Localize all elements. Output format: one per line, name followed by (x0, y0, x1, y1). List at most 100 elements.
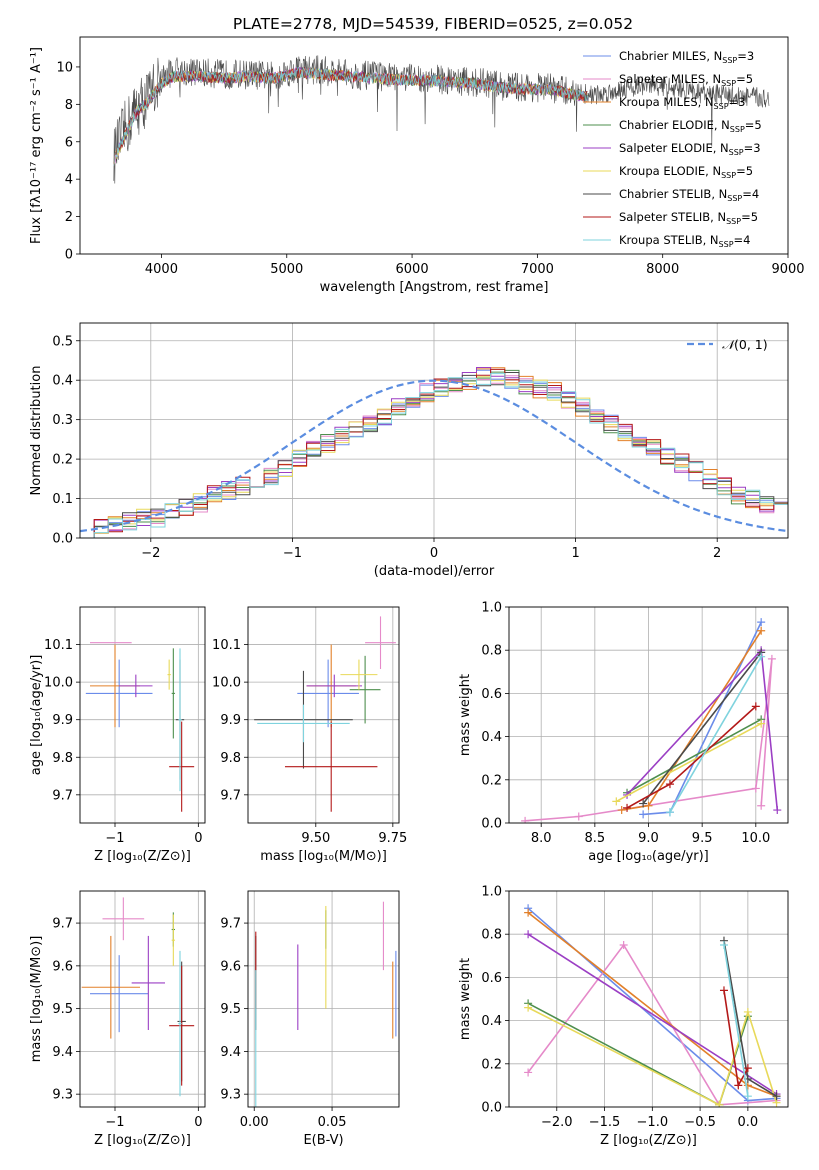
weight-point-marker (639, 799, 648, 808)
y-tick-label: 9.7 (52, 917, 73, 932)
weight-point-marker (665, 780, 674, 789)
x-tick-label: 0 (194, 1115, 202, 1130)
x-tick-label: 8.0 (531, 831, 552, 846)
y-axis-label: Flux [fλ10⁻¹⁷ erg cm⁻² s⁻¹ A⁻¹] (29, 47, 44, 244)
x-tick-label: −1.5 (589, 1115, 621, 1130)
weight-point-marker (751, 702, 760, 711)
y-tick-label: 9.8 (52, 751, 73, 766)
x-tick-label: 7000 (521, 262, 554, 277)
panel-spectrum: 4000 5000 6000 7000 8000 9000 0 2 4 6 8 10 wavelengt… (29, 36, 805, 295)
plot-area (81, 897, 195, 1097)
panel-age-vs-z: −1 0 9.7 9.8 9.9 10.0 10.1 Z [log₁₀(Z/Z⊙)] age [… (29, 606, 206, 864)
weight-point-marker (524, 930, 533, 939)
y-tick-label: 0.2 (52, 453, 73, 468)
weight-series-line (626, 718, 762, 794)
weight-point-marker (751, 784, 760, 793)
weight-point-marker (734, 1081, 743, 1090)
x-axis-label: (data-model)/error (374, 564, 495, 579)
y-tick-label: 9.3 (52, 1088, 73, 1103)
y-axis-label: mass weight (458, 958, 473, 1040)
y-tick-label: 9.7 (52, 788, 73, 803)
axes-frame (508, 606, 789, 824)
weight-point-marker (757, 618, 766, 627)
x-tick-label: 10.0 (741, 831, 770, 846)
weight-point-marker (644, 801, 653, 810)
y-tick-label: 0.8 (481, 644, 502, 659)
panel-weight-vs-age: 8.0 8.5 9.0 9.5 10.0 0.0 0.2 0.4 0.6 0.8 1.0 age [l… (458, 601, 789, 864)
y-tick-label: 0.0 (481, 817, 502, 832)
weight-point-marker (612, 797, 621, 806)
y-tick-label: 0.0 (481, 1101, 502, 1116)
axes: −2 −1 0 1 2 0.0 0.1 0.2 0.3 0.4 0.5 (data-model)/er… (29, 322, 789, 579)
y-tick-label: 9.5 (220, 1002, 241, 1017)
axes: −1 0 9.7 9.8 9.9 10.0 10.1 Z [log₁₀(Z/Z⊙)] age [… (29, 606, 206, 864)
y-tick-label: 0.4 (481, 1014, 502, 1029)
y-tick-label: 9.6 (220, 959, 241, 974)
panel-mass-vs-z: −1 0 9.3 9.4 9.5 9.6 9.7 Z [log₁₀(Z/Z⊙)] mass [l… (29, 890, 206, 1148)
plot-area (254, 616, 396, 812)
y-tick-label: 6 (65, 135, 73, 150)
grid-lines (80, 891, 205, 1107)
x-tick-label: −0.5 (684, 1115, 716, 1130)
y-tick-label: 0.8 (481, 928, 502, 943)
y-tick-label: 9.9 (220, 713, 241, 728)
weight-point-marker (757, 626, 766, 635)
y-tick-label: 0.3 (52, 413, 73, 428)
y-tick-label: 0.5 (52, 334, 73, 349)
legend-label: Chabrier MILES, NSSP=3 (619, 49, 754, 65)
y-tick-label: 10.1 (44, 638, 73, 653)
weight-point-marker (619, 941, 628, 949)
y-axis-label: age [log₁₀(age/yr)] (29, 655, 44, 776)
x-tick-label: −2 (141, 546, 160, 561)
y-tick-label: 0.1 (52, 492, 73, 507)
weight-point-marker (715, 1100, 724, 1107)
weight-point-marker (623, 803, 632, 812)
y-tick-label: 0.6 (481, 971, 502, 986)
axes-frame (247, 890, 400, 1108)
weight-point-marker (521, 816, 530, 823)
axes: 8.0 8.5 9.0 9.5 10.0 0.0 0.2 0.4 0.6 0.8 1.0 age [l… (458, 601, 789, 864)
grid-lines (248, 891, 399, 1107)
x-tick-label: 9.75 (378, 831, 407, 846)
x-tick-label: −1 (105, 831, 124, 846)
plot-area (113, 55, 770, 184)
weight-point-marker (743, 1007, 752, 1016)
x-tick-label: 8.5 (585, 831, 606, 846)
weight-point-marker (743, 1064, 752, 1073)
weight-series-line (642, 651, 762, 805)
panel-residuals: −2 −1 0 1 2 0.0 0.1 0.2 0.3 0.4 0.5 (data-model)/er… (29, 322, 789, 579)
weight-point-marker (773, 806, 782, 815)
weight-point-marker (772, 1092, 781, 1101)
axes-frame (79, 322, 789, 539)
x-tick-label: 0.05 (318, 1115, 347, 1130)
y-tick-label: 0.2 (481, 773, 502, 788)
y-tick-label: 9.3 (220, 1088, 241, 1103)
panel-mass-vs-ebv: 0.00 0.05 9.3 9.4 9.5 9.6 9.7 E(B-V) (220, 890, 400, 1148)
x-axis-label: wavelength [Angstrom, rest frame] (320, 280, 549, 295)
y-tick-label: 0 (65, 248, 73, 263)
x-tick-label: 9000 (771, 262, 804, 277)
weight-series-line (723, 944, 749, 1097)
x-tick-label: −2.0 (541, 1115, 573, 1130)
plot-area (80, 367, 788, 538)
y-tick-label: 0.4 (481, 730, 502, 745)
x-axis-label: age [log₁₀(age/yr)] (588, 849, 709, 864)
axes-frame (79, 606, 206, 824)
model-spectrum-line (113, 67, 588, 167)
weight-point-marker (665, 808, 674, 817)
data-spectrum-line (113, 55, 770, 184)
grid-lines (80, 607, 205, 823)
weight-point-marker (524, 1068, 533, 1077)
x-axis-label: mass [log₁₀(M/M⊙)] (260, 849, 387, 864)
x-tick-label: 0.0 (738, 1115, 759, 1130)
y-tick-label: 0.0 (52, 532, 73, 547)
y-tick-label: 9.7 (220, 788, 241, 803)
gaussian-curve (80, 379, 788, 533)
x-tick-label: 0.00 (240, 1115, 269, 1130)
x-axis-label: Z [log₁₀(Z/Z⊙)] (94, 1133, 191, 1148)
y-tick-label: 0.6 (481, 687, 502, 702)
y-tick-label: 10.1 (212, 638, 241, 653)
y-tick-label: 1.0 (481, 885, 502, 900)
y-tick-label: 9.8 (220, 751, 241, 766)
